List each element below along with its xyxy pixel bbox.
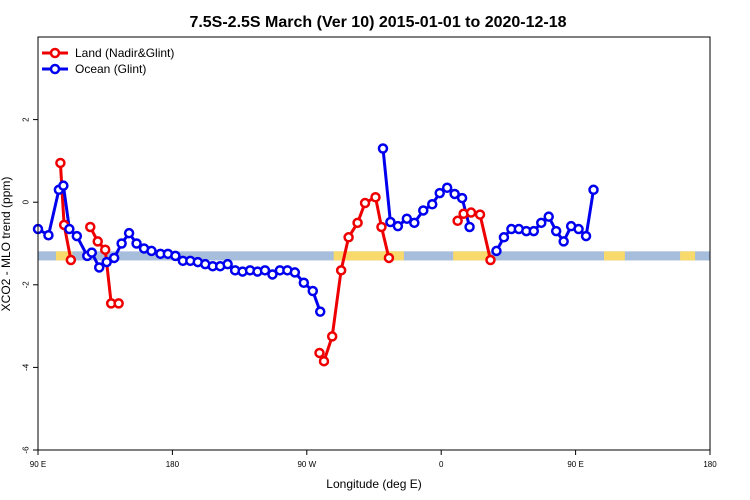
data-point-3-0-12	[580, 230, 592, 242]
data-point-0-3-3	[474, 209, 486, 220]
data-point-0-2-0	[314, 347, 325, 359]
x-axis: 90 E 180 90 W 0 90 E 180	[30, 450, 717, 469]
data-point-1-0-18	[170, 250, 181, 262]
data-point-2-0-3	[401, 213, 413, 224]
data-point-2-0-4	[409, 217, 420, 229]
data-point-1-0-25	[222, 258, 233, 270]
chart-title: 7.5S-2.5S March (Ver 10) 2015-01-01 to 2…	[189, 14, 566, 31]
x-tick-label-4: 90 E	[567, 460, 583, 469]
data-point-1-0-35	[298, 277, 310, 288]
data-point-3-0-5	[528, 225, 540, 237]
data-point-0-1-4	[113, 298, 124, 309]
data-point-3-0-7	[543, 211, 554, 222]
land-band-4	[680, 251, 696, 261]
land-band-3	[603, 251, 625, 261]
data-point-0-2-7	[370, 191, 381, 203]
data-point-2-0-5	[418, 205, 429, 216]
land-band-1	[333, 251, 404, 261]
data-point-0-2-3	[335, 265, 347, 276]
data-point-1-0-5	[71, 230, 83, 242]
data-point-0-2-6	[359, 197, 371, 209]
data-point-1-0-36	[307, 285, 319, 297]
data-point-0-1-0	[85, 221, 96, 233]
series-line-0-2	[318, 195, 391, 363]
data-point-1-0-37	[314, 306, 326, 317]
x-axis-label: Longitude (deg E)	[326, 477, 421, 491]
legend-marker-0	[49, 47, 61, 59]
series-layer	[32, 143, 599, 367]
y-axis: -6 -4 -2 0 2	[22, 117, 38, 454]
data-point-3-0-8	[550, 225, 562, 237]
legend: Land (Nadir&Glint) Ocean (Glint)	[42, 46, 174, 76]
land-band-2	[453, 251, 491, 261]
data-point-2-0-8	[441, 182, 453, 193]
data-point-3-0-11	[573, 223, 584, 235]
data-point-1-0-31	[267, 269, 278, 280]
land-band-0	[55, 251, 73, 261]
data-point-1-0-11	[116, 238, 127, 249]
x-tick-label-0: 90 E	[30, 460, 46, 469]
data-point-2-0-11	[464, 221, 475, 233]
data-point-2-0-0	[377, 143, 389, 154]
data-point-1-0-10	[108, 252, 120, 264]
data-point-2-0-6	[426, 199, 438, 210]
series-line-2-0	[381, 148, 472, 228]
data-point-1-0-13	[131, 238, 142, 249]
data-point-2-0-10	[456, 192, 468, 204]
data-point-2-0-9	[449, 188, 460, 200]
data-point-3-0-0	[491, 245, 502, 257]
data-point-0-2-8	[376, 221, 387, 233]
plot-frame	[37, 36, 711, 451]
data-point-0-3-2	[465, 207, 477, 218]
x-tick-label-5: 180	[703, 460, 717, 469]
data-point-1-0-9	[101, 256, 112, 268]
data-point-3-0-9	[558, 236, 569, 247]
data-point-1-0-15	[146, 245, 157, 257]
data-point-3-0-6	[536, 217, 547, 229]
x-tick-label-1: 180	[166, 460, 180, 469]
data-point-1-0-34	[289, 267, 301, 278]
data-point-0-1-1	[92, 236, 103, 247]
data-point-2-0-7	[434, 187, 445, 199]
data-point-0-2-2	[326, 331, 338, 342]
data-point-0-0-0	[55, 157, 66, 169]
y-tick-label-3: 0	[22, 199, 31, 204]
data-point-0-2-1	[318, 355, 330, 367]
data-point-1-0-12	[123, 227, 135, 239]
data-point-0-2-9	[383, 252, 395, 264]
data-point-0-3-4	[485, 254, 496, 266]
data-point-3-0-1	[498, 232, 510, 243]
legend-label-1: Ocean (Glint)	[75, 62, 146, 76]
data-point-0-1-2	[99, 244, 111, 255]
data-point-0-2-4	[343, 232, 354, 243]
band-layer	[38, 251, 710, 261]
x-tick-label-3: 0	[439, 460, 444, 469]
y-axis-label: XCO2 - MLO trend (ppm)	[0, 177, 13, 312]
data-point-0-0-2	[65, 254, 77, 266]
data-point-3-0-13	[588, 184, 599, 196]
data-point-2-0-2	[392, 220, 404, 232]
data-point-1-0-1	[43, 229, 54, 241]
data-point-1-0-7	[86, 247, 98, 258]
y-tick-label-0: -6	[22, 446, 31, 454]
data-point-1-0-3	[58, 180, 69, 191]
series-line-1-0	[37, 184, 322, 313]
x-tick-label-2: 90 W	[297, 460, 316, 469]
y-tick-label-1: -4	[22, 363, 31, 371]
data-point-1-0-30	[259, 265, 271, 276]
y-tick-label-4: 2	[22, 117, 31, 122]
data-point-0-3-0	[452, 215, 463, 227]
legend-label-0: Land (Nadir&Glint)	[75, 46, 174, 60]
data-point-1-0-4	[64, 223, 75, 235]
legend-marker-1	[49, 63, 61, 75]
y-tick-label-2: -2	[22, 281, 31, 289]
data-point-2-0-1	[385, 216, 396, 228]
data-point-1-0-8	[93, 262, 105, 273]
data-point-0-2-5	[352, 217, 363, 229]
